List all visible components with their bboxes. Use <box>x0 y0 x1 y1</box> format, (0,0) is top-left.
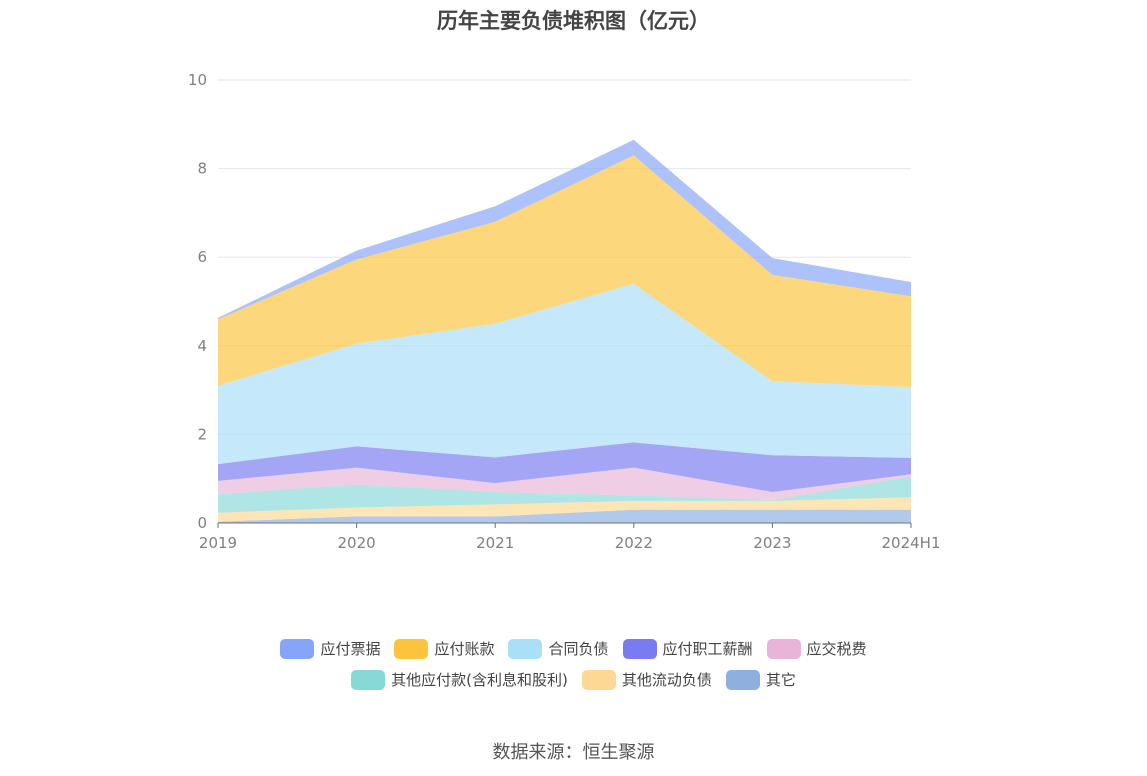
legend-swatch <box>766 638 801 659</box>
y-tick-label: 6 <box>197 248 207 266</box>
legend-swatch <box>622 638 657 659</box>
x-tick-label: 2022 <box>615 534 653 552</box>
y-tick-label: 2 <box>197 425 207 443</box>
legend-swatch <box>725 669 760 690</box>
legend-swatch <box>280 638 315 659</box>
legend-swatch <box>581 669 616 690</box>
legend-label: 应交税费 <box>806 640 867 658</box>
legend-item[interactable]: 其他应付款(含利息和股利) <box>351 669 568 690</box>
area-series <box>218 442 911 492</box>
legend-label: 应付职工薪酬 <box>662 640 753 658</box>
legend-label: 其它 <box>765 671 796 689</box>
legend-label: 应付账款 <box>434 640 495 658</box>
legend-item[interactable]: 合同负债 <box>508 638 609 659</box>
legend-label: 合同负债 <box>548 640 609 658</box>
legend-item[interactable]: 应付职工薪酬 <box>622 638 753 659</box>
legend-label: 应付票据 <box>320 640 381 658</box>
data-source: 数据来源：恒生聚源 <box>492 742 655 763</box>
x-tick-label: 2024H1 <box>882 534 941 552</box>
area-series <box>218 509 911 523</box>
legend-item[interactable]: 其它 <box>725 669 796 690</box>
area-series <box>218 476 911 513</box>
area-series <box>218 467 911 500</box>
area-series <box>218 497 911 522</box>
x-tick-label: 2020 <box>338 534 376 552</box>
legend-item[interactable]: 其他流动负债 <box>581 669 712 690</box>
area-series <box>218 283 911 465</box>
y-tick-label: 10 <box>188 71 207 89</box>
legend-row: 其他应付款(含利息和股利) 其他流动负债 其它 <box>0 669 1147 690</box>
x-tick-label: 2021 <box>476 534 514 552</box>
legend-item[interactable]: 应交税费 <box>766 638 867 659</box>
chart-legend: 应付票据 应付账款 合同负债 应付职工薪酬 应交税费其他应付款(含利息和股利) 其他流动负… <box>0 638 1147 700</box>
y-tick-label: 0 <box>197 514 207 532</box>
y-tick-label: 8 <box>197 160 207 178</box>
chart-title: 历年主要负债堆积图（亿元） <box>437 9 710 33</box>
area-series <box>218 139 911 320</box>
area-series <box>218 155 911 387</box>
legend-label: 其他流动负债 <box>621 671 712 689</box>
y-tick-label: 4 <box>197 337 207 355</box>
legend-swatch <box>394 638 429 659</box>
legend-row: 应付票据 应付账款 合同负债 应付职工薪酬 应交税费 <box>0 638 1147 659</box>
x-tick-label: 2019 <box>199 534 237 552</box>
legend-swatch <box>351 669 386 690</box>
stacked-area-chart: 0 2 4 6 8 10 2019 2020 2021 2022 2023 2024H1 <box>188 71 941 552</box>
legend-label: 其他应付款(含利息和股利) <box>391 671 568 689</box>
legend-item[interactable]: 应付账款 <box>394 638 494 659</box>
x-tick-label: 2023 <box>753 534 791 552</box>
legend-swatch <box>508 638 543 659</box>
legend-item[interactable]: 应付票据 <box>280 638 380 659</box>
